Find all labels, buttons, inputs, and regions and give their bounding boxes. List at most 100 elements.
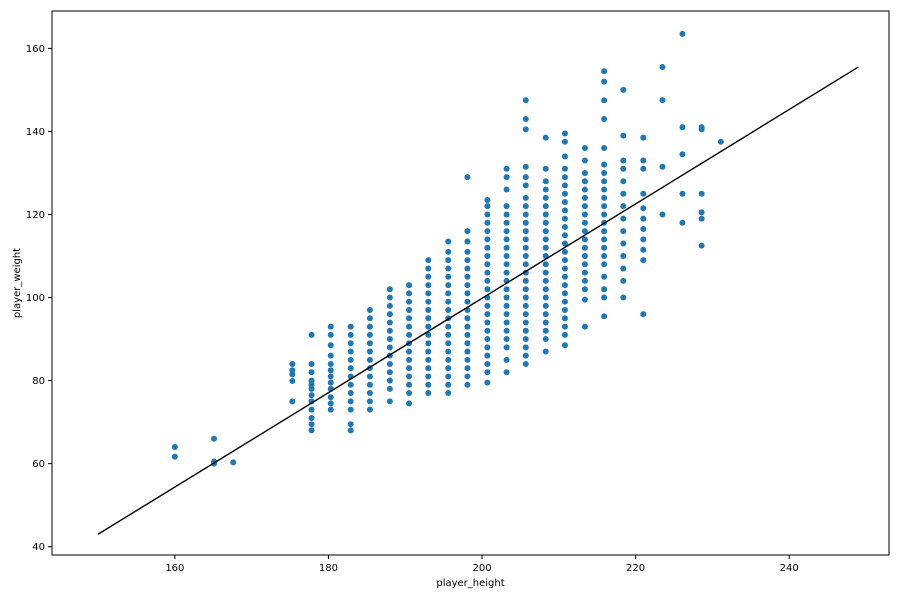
data-point <box>659 64 666 71</box>
data-point <box>561 290 568 297</box>
data-point <box>484 344 491 351</box>
data-point <box>620 157 627 164</box>
y-tick-label: 120 <box>26 210 45 221</box>
data-point <box>601 203 608 210</box>
data-point <box>601 286 608 293</box>
data-point <box>327 379 334 386</box>
data-point <box>659 163 666 170</box>
data-point <box>561 232 568 239</box>
data-point <box>542 277 549 284</box>
data-point <box>347 348 354 355</box>
data-point <box>445 356 452 363</box>
data-point <box>425 365 432 372</box>
data-point <box>289 398 296 405</box>
data-point <box>601 115 608 122</box>
data-point <box>406 315 413 322</box>
data-point <box>542 269 549 276</box>
data-point <box>347 331 354 338</box>
data-point <box>425 315 432 322</box>
data-point <box>522 344 529 351</box>
data-point <box>601 78 608 85</box>
data-point <box>327 331 334 338</box>
data-point <box>581 219 588 226</box>
data-point <box>366 331 373 338</box>
data-point <box>640 311 647 318</box>
data-point <box>366 315 373 322</box>
data-point <box>620 165 627 172</box>
data-point <box>542 336 549 343</box>
data-point <box>484 269 491 276</box>
data-point <box>522 319 529 326</box>
data-point <box>425 265 432 272</box>
data-point <box>503 336 510 343</box>
data-point <box>581 286 588 293</box>
data-point <box>327 373 334 380</box>
data-point <box>561 199 568 206</box>
data-point <box>445 265 452 272</box>
data-point <box>386 302 393 309</box>
data-point <box>503 319 510 326</box>
data-point <box>581 244 588 251</box>
data-point <box>620 253 627 260</box>
data-point <box>308 406 315 413</box>
y-axis-label: player_weight <box>12 248 23 318</box>
data-point <box>522 97 529 104</box>
data-point <box>698 190 705 197</box>
data-point <box>581 178 588 185</box>
data-point <box>445 381 452 388</box>
data-point <box>308 369 315 376</box>
data-point <box>503 327 510 334</box>
data-point <box>522 115 529 122</box>
data-point <box>581 261 588 268</box>
data-point <box>503 165 510 172</box>
data-point <box>464 298 471 305</box>
data-point <box>542 165 549 172</box>
data-point <box>542 286 549 293</box>
data-point <box>620 228 627 235</box>
y-axis: 40 60 80 100 120 140 160 <box>26 44 52 553</box>
data-point <box>561 215 568 222</box>
data-point <box>503 311 510 318</box>
data-point <box>308 421 315 428</box>
data-point <box>484 319 491 326</box>
data-point <box>445 390 452 397</box>
data-point <box>542 294 549 301</box>
data-point <box>445 257 452 264</box>
data-point <box>542 319 549 326</box>
data-point <box>347 406 354 413</box>
data-point <box>601 97 608 104</box>
data-point <box>542 194 549 201</box>
data-point <box>503 253 510 260</box>
data-point <box>601 161 608 168</box>
data-point <box>425 331 432 338</box>
data-point <box>542 203 549 210</box>
data-point <box>386 369 393 376</box>
data-point <box>425 348 432 355</box>
data-point <box>581 145 588 152</box>
data-point <box>484 228 491 235</box>
data-point <box>679 30 686 37</box>
data-point <box>464 238 471 245</box>
regression-line <box>97 66 859 535</box>
data-point <box>347 398 354 405</box>
data-point <box>406 373 413 380</box>
data-point <box>522 261 529 268</box>
data-point <box>522 244 529 251</box>
data-point <box>581 194 588 201</box>
data-point <box>484 352 491 359</box>
data-point <box>503 228 510 235</box>
data-point <box>503 174 510 181</box>
data-point <box>347 390 354 397</box>
data-point <box>503 219 510 226</box>
data-point <box>484 327 491 334</box>
data-point <box>230 459 237 466</box>
data-point <box>445 298 452 305</box>
data-point <box>366 348 373 355</box>
data-point <box>308 385 315 392</box>
data-point <box>561 315 568 322</box>
data-point <box>347 340 354 347</box>
data-point <box>308 377 315 384</box>
data-point <box>327 394 334 401</box>
data-point <box>503 294 510 301</box>
